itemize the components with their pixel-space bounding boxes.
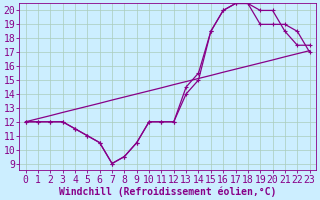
X-axis label: Windchill (Refroidissement éolien,°C): Windchill (Refroidissement éolien,°C) <box>59 186 276 197</box>
